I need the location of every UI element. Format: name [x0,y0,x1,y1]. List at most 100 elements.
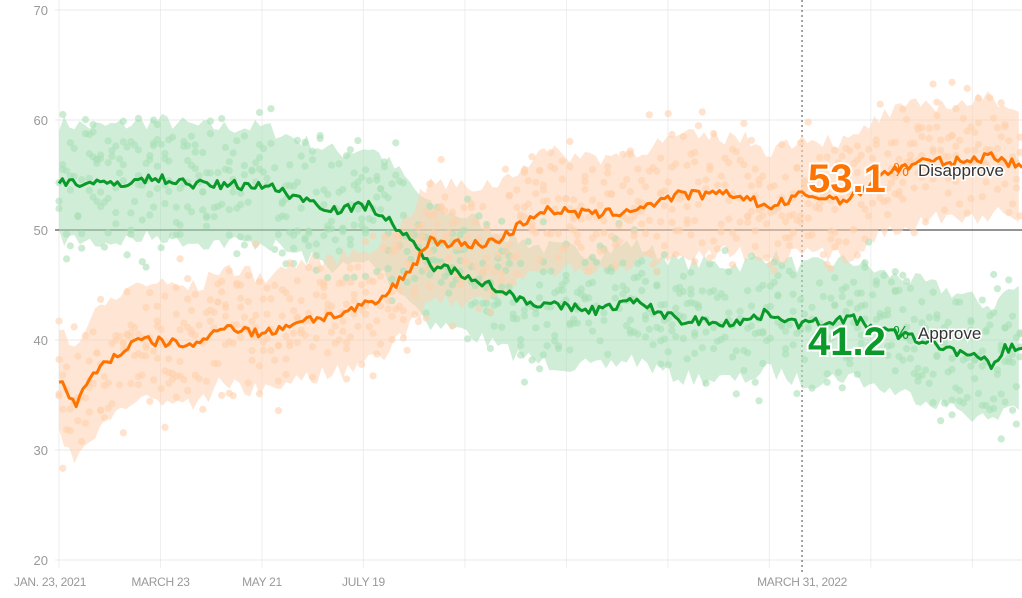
disapprove-poll-dot [993,185,1002,193]
approve-poll-dot [535,281,544,289]
disapprove-poll-dot [539,186,547,194]
disapprove-poll-dot [78,437,86,446]
approve-poll-dot [184,203,192,211]
disapprove-poll-dot [520,213,529,221]
approve-poll-dot [573,319,582,327]
approve-poll-dot [710,287,718,295]
disapprove-poll-dot [1001,121,1009,129]
disapprove-poll-dot [925,162,933,170]
disapprove-poll-dot [725,215,733,223]
disapprove-poll-dot [297,326,305,334]
disapprove-percent: % [893,160,909,180]
approve-poll-dot [668,321,676,329]
approve-poll-dot [59,161,67,169]
approve-poll-dot [517,259,525,268]
approve-poll-dot [218,200,226,208]
approve-poll-dot [240,162,249,170]
disapprove-poll-dot [573,231,582,239]
approve-poll-dot [725,309,733,317]
disapprove-poll-dot [619,182,627,190]
approve-poll-dot [721,293,729,301]
approve-poll-dot [184,142,192,150]
approve-poll-dot [880,271,888,280]
disapprove-poll-dot [233,321,241,329]
approve-poll-dot [448,281,457,289]
disapprove-poll-dot [933,123,941,131]
approve-poll-dot [237,189,245,197]
disapprove-poll-dot [884,196,892,204]
approve-poll-dot [668,327,676,335]
disapprove-poll-dot [959,114,967,123]
disapprove-poll-dot [952,177,960,186]
approve-poll-dot [558,286,566,294]
disapprove-poll-dot [770,267,778,275]
approve-poll-dot [789,307,797,316]
disapprove-poll-dot [184,275,192,283]
disapprove-poll-dot [952,105,960,113]
disapprove-poll-dot [286,259,294,267]
x-tick-label: MARCH 23 [131,575,190,589]
disapprove-poll-dot [225,267,233,275]
approve-poll-dot [551,332,559,340]
disapprove-poll-dot [331,322,339,330]
disapprove-poll-dot [547,149,555,157]
approve-poll-dot [81,116,90,124]
disapprove-poll-dot [713,245,722,253]
disapprove-poll-dot [426,180,434,188]
approve-poll-dot [990,404,998,413]
disapprove-poll-dot [1001,180,1009,188]
approve-poll-dot [906,354,915,363]
disapprove-poll-dot [282,289,290,297]
approve-poll-dot [1016,329,1022,337]
disapprove-poll-dot [138,371,146,379]
approve-poll-dot [161,199,169,208]
disapprove-poll-dot [206,296,214,304]
disapprove-poll-dot [747,136,756,144]
disapprove-poll-dot [377,302,385,310]
disapprove-poll-dot [248,317,256,325]
approve-poll-dot [1005,276,1013,284]
disapprove-poll-dot [573,238,582,246]
disapprove-poll-dot [952,142,960,151]
approve-poll-dot [585,319,593,327]
approve-poll-dot [278,249,286,257]
approve-poll-dot [350,221,358,229]
disapprove-poll-dot [895,155,903,163]
disapprove-poll-dot [959,171,967,179]
approve-poll-dot [626,316,634,324]
approve-poll-dot [305,242,313,250]
approve-poll-dot [789,341,797,349]
disapprove-poll-dot [581,177,589,186]
approve-poll-dot [933,352,941,361]
disapprove-poll-dot [274,406,283,415]
approve-poll-dot [384,194,392,202]
disapprove-poll-dot [1008,200,1017,208]
disapprove-poll-dot [577,243,585,252]
disapprove-poll-dot [921,183,930,191]
approve-poll-dot [600,316,608,324]
approve-poll-dot [600,309,608,317]
approve-poll-dot [532,310,540,318]
disapprove-poll-dot [751,227,759,235]
disapprove-poll-dot [600,217,608,225]
approve-poll-dot [312,251,320,260]
poll-dots [55,78,1022,472]
disapprove-poll-dot [736,218,744,226]
approve-poll-dot [187,132,196,140]
disapprove-poll-dot [683,202,691,211]
approve-poll-dot [271,245,279,254]
disapprove-poll-dot [218,277,226,285]
approve-poll-dot [755,397,763,405]
approve-poll-dot [191,148,199,156]
disapprove-poll-dot [978,169,986,177]
approve-poll-dot [392,171,400,179]
approve-poll-dot [293,136,301,144]
approve-poll-dot [320,232,328,240]
disapprove-poll-dot [982,178,990,186]
disapprove-poll-dot [195,321,203,329]
disapprove-poll-dot [1005,137,1013,145]
approve-poll-dot [138,258,146,266]
disapprove-poll-dot [653,232,661,240]
approve-value: 41.2 [808,320,886,364]
disapprove-poll-dot [150,376,158,384]
